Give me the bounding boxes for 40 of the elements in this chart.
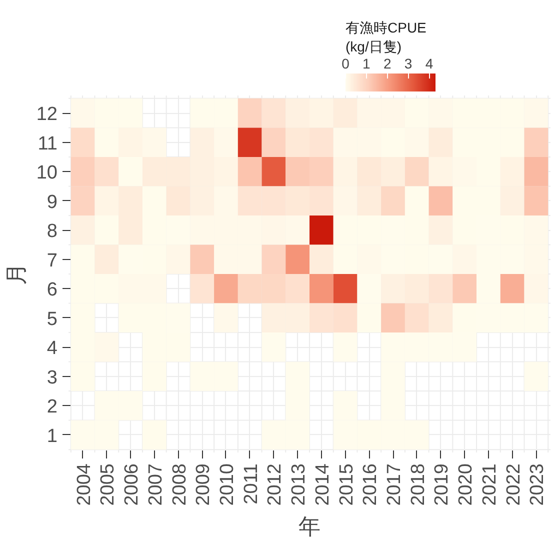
x-tick-label: 2018	[408, 463, 429, 506]
y-tick-label: 7	[46, 250, 58, 272]
color-bar-label: 0	[342, 56, 350, 72]
x-tick-label: 2020	[456, 463, 477, 506]
x-tick-label: 2004	[74, 463, 95, 506]
x-tick-label: 2015	[336, 463, 358, 506]
y-tick-label: 1	[46, 426, 58, 447]
y-tick-label: 2	[46, 396, 58, 418]
x-tick-label: 2014	[312, 463, 334, 506]
x-tick-label: 2013	[288, 463, 310, 506]
x-tick-label: 2011	[240, 464, 262, 504]
x-tick-label: 2021	[479, 463, 500, 506]
x-tick-label: 2005	[98, 463, 119, 506]
y-tick-label: 8	[46, 221, 58, 242]
x-tick-label: 2008	[169, 463, 190, 506]
x-tick-label: 2007	[145, 463, 166, 506]
x-tick-label: 2006	[122, 463, 143, 506]
x-tick-label: 2023	[527, 463, 548, 506]
y-tick-label: 4	[46, 338, 58, 360]
y-tick-label: 5	[46, 308, 58, 330]
x-tick-label: 2012	[264, 463, 286, 506]
y-tick-label: 12	[36, 104, 58, 126]
y-tick-label: 6	[46, 280, 58, 301]
color-bar-label: 2	[383, 56, 392, 72]
color-bar-label: 1	[362, 56, 371, 72]
y-axis-title: 月	[3, 263, 28, 285]
color-bar-title: 有漁時CPUE (kg/日隻)	[346, 19, 426, 54]
color-bar-label: 4	[425, 56, 434, 72]
y-tick-label: 10	[36, 162, 58, 184]
y-tick-label: 9	[46, 192, 58, 213]
x-tick-label: 2010	[216, 463, 238, 506]
color-bar-label: 3	[404, 56, 412, 72]
y-tick-label: 3	[46, 367, 58, 388]
x-tick-label: 2019	[432, 463, 453, 506]
x-axis-title: 年	[298, 514, 320, 539]
x-tick-label: 2009	[193, 463, 214, 506]
x-tick-label: 2017	[384, 463, 406, 506]
x-tick-label: 2016	[360, 463, 382, 506]
y-tick-label: 11	[38, 133, 58, 154]
x-tick-label: 2022	[503, 463, 524, 506]
